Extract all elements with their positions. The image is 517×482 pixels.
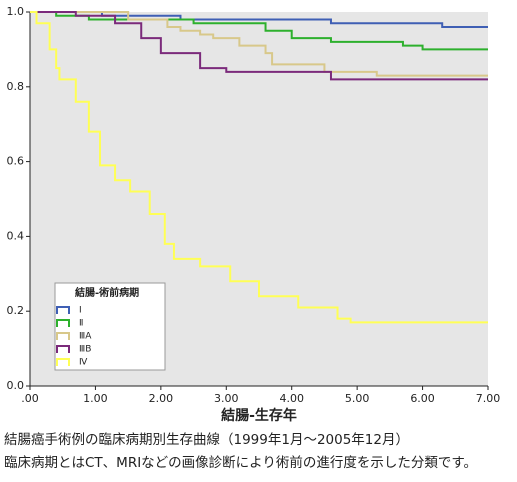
survival-line — [30, 11, 488, 324]
legend-label: Ⅳ — [79, 358, 88, 368]
caption: 臨床病期とはCT、MRIなどの画像診断により術前の進行度を示した分類です。 — [4, 454, 477, 471]
x-tick-label: 1.00 — [83, 392, 108, 405]
legend-swatch — [56, 306, 70, 314]
legend-label: Ⅱ — [79, 319, 83, 329]
x-tick-label: 6.00 — [410, 392, 435, 405]
legend-label: Ⅰ — [79, 306, 82, 316]
caption: 結腸癌手術例の臨床病期別生存曲線（1999年1月～2005年12月） — [4, 432, 409, 448]
x-tick-label: 5.00 — [345, 392, 370, 405]
x-tick-label: .00 — [21, 392, 39, 405]
legend-swatch — [56, 319, 70, 327]
y-tick-label: 0.8 — [7, 80, 25, 93]
x-tick-label: 4.00 — [279, 392, 304, 405]
x-tick-label: 2.00 — [149, 392, 174, 405]
y-tick-label: 1.0 — [7, 5, 25, 18]
legend-box — [54, 282, 166, 371]
x-tick-label: 7.00 — [476, 392, 501, 405]
legend-swatch — [56, 332, 70, 340]
y-tick-label: 0.2 — [7, 304, 25, 317]
legend-label: ⅢA — [79, 332, 92, 342]
x-tick-label: 3.00 — [214, 392, 239, 405]
legend-label: ⅢB — [79, 345, 91, 355]
y-tick-label: 0.0 — [7, 379, 25, 392]
survival-line — [30, 11, 488, 28]
legend-swatch — [56, 358, 70, 366]
legend-swatch — [56, 345, 70, 353]
x-axis-label: 結腸-生存年 — [221, 407, 297, 424]
y-tick-label: 0.6 — [7, 155, 25, 168]
survival-line — [30, 11, 488, 77]
survival-line — [30, 11, 488, 81]
legend-title: 結腸-術前病期 — [75, 286, 139, 299]
y-tick-label: 0.4 — [7, 229, 25, 242]
